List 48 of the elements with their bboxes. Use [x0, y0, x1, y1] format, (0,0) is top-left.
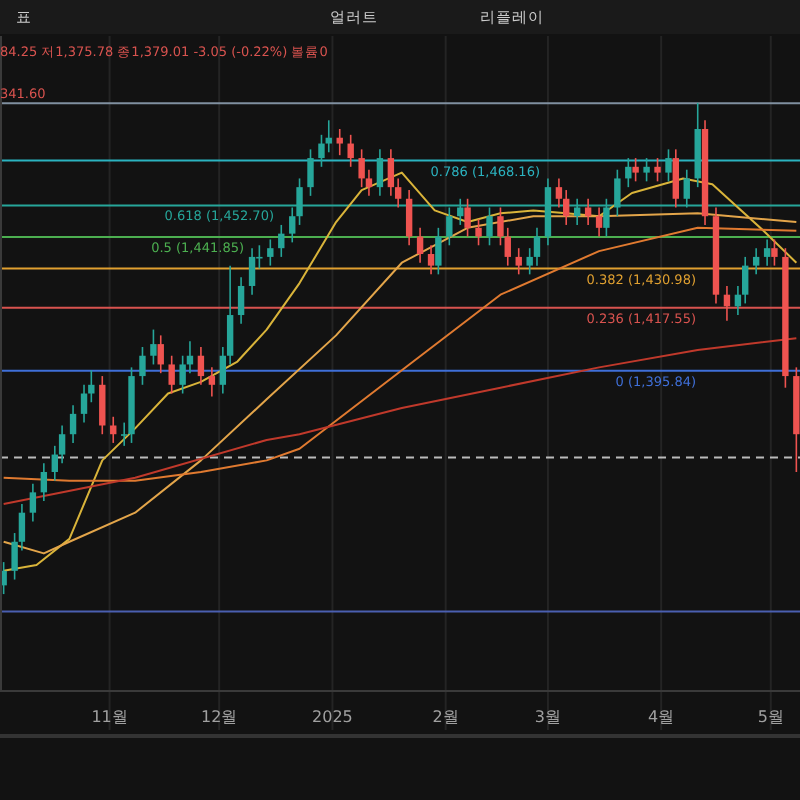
candlestick [771, 238, 778, 267]
candlestick [347, 134, 354, 168]
candlestick [533, 227, 541, 267]
candlestick [475, 218, 482, 247]
candlestick [405, 189, 413, 247]
x-tick-label: 3월 [534, 708, 562, 726]
candlestick [665, 148, 672, 183]
candlestick [267, 238, 274, 267]
candlestick [69, 404, 77, 444]
candlestick [358, 148, 365, 188]
candlestick [595, 206, 603, 238]
x-tick-label: 2025 [312, 708, 353, 726]
candlestick [307, 148, 314, 197]
candlestick [336, 128, 343, 156]
candlestick [150, 328, 157, 366]
candlestick [110, 415, 117, 444]
x-tick-label: 5월 [757, 708, 784, 726]
candlestick [157, 334, 164, 374]
candlestick [40, 462, 48, 502]
candlestick [197, 346, 205, 386]
x-tick-label: 2월 [432, 708, 459, 726]
candlestick [584, 197, 592, 226]
candlestick [29, 482, 37, 523]
candlestick [435, 227, 442, 276]
candlestick [376, 148, 384, 197]
candlestick [427, 244, 435, 276]
candlestick [632, 157, 639, 183]
candlestick [208, 366, 216, 398]
x-tick-label: 11월 [91, 708, 128, 726]
candlestick [416, 227, 424, 264]
candlestick [237, 276, 245, 325]
candlestick [278, 224, 285, 258]
candlestick [168, 354, 175, 395]
candlestick [99, 375, 106, 436]
candlestick [625, 157, 632, 188]
candlestick [464, 197, 471, 238]
candlestick [515, 247, 522, 276]
candlestick [325, 119, 332, 154]
candlestick [139, 346, 146, 386]
x-tick-label: 12월 [200, 708, 238, 726]
candlestick [248, 247, 256, 296]
x-tick-label: 4월 [648, 708, 675, 726]
candlestick [672, 148, 679, 209]
candlestick [80, 384, 88, 424]
candlestick [643, 157, 650, 183]
candlestick [654, 157, 661, 183]
candlestick [752, 247, 760, 276]
candlestick [763, 238, 771, 267]
